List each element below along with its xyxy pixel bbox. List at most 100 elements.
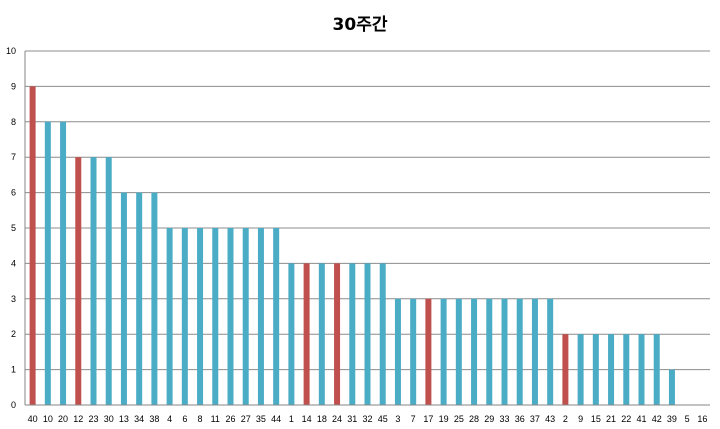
x-tick-label: 4 [167,414,172,424]
x-tick-label: 43 [545,414,555,424]
x-tick-label: 31 [347,414,357,424]
x-tick-label: 34 [134,414,144,424]
x-tick-label: 16 [697,414,707,424]
axes [24,51,710,406]
bar-14 [303,263,310,405]
x-tick-label: 15 [591,414,601,424]
x-tick-label: 12 [73,414,83,424]
x-tick-label: 17 [423,414,433,424]
x-tick-label: 19 [439,414,449,424]
bar-8 [197,228,204,405]
bar-24 [334,263,341,405]
bar-7 [410,298,417,405]
bar-23 [90,157,97,405]
bar-13 [120,192,127,405]
x-tick-label: 30 [104,414,114,424]
bar-40 [29,86,36,406]
chart-title: 30주간 [332,15,388,35]
x-tick-label: 44 [271,414,281,424]
x-tick-label: 38 [149,414,159,424]
bar-38 [151,192,158,405]
x-tick-label: 2 [563,414,568,424]
y-tick-label: 4 [11,258,16,268]
y-tick-label: 3 [11,294,16,304]
x-tick-label: 41 [636,414,646,424]
bar-11 [212,228,219,405]
bar-34 [136,192,143,405]
bar-37 [531,298,538,405]
y-tick-label: 10 [6,46,16,56]
bar-41 [638,334,645,405]
x-tick-label: 18 [317,414,327,424]
bar-30 [105,157,112,405]
y-tick-label: 5 [11,223,16,233]
x-tick-label: 5 [685,414,690,424]
x-tick-label: 33 [499,414,509,424]
bar-26 [227,228,234,405]
x-tick-label: 14 [302,414,312,424]
x-tick-label: 45 [378,414,388,424]
bar-31 [349,263,356,405]
bar-4 [166,228,173,405]
bar-17 [425,298,432,405]
bar-42 [653,334,660,405]
bars [29,86,675,406]
bar-22 [623,334,630,405]
x-tick-label: 10 [43,414,53,424]
bar-21 [608,334,615,405]
x-tick-label: 3 [395,414,400,424]
x-tick-label: 11 [211,414,220,424]
x-tick-label: 25 [454,414,464,424]
bar-18 [318,263,325,405]
x-tick-label: 27 [241,414,251,424]
bar-12 [75,157,82,405]
x-tick-label: 21 [606,414,616,424]
x-tick-label: 26 [225,414,235,424]
x-tick-label: 6 [182,414,187,424]
bar-20 [60,121,67,406]
x-tick-label: 40 [28,414,38,424]
x-tick-label: 7 [411,414,416,424]
bar-10 [44,121,51,406]
y-tick-label: 2 [11,329,16,339]
bar-43 [547,298,554,405]
bar-15 [592,334,599,405]
x-tick-label: 35 [256,414,266,424]
bar-35 [257,228,264,405]
x-tick-label: 8 [198,414,203,424]
y-tick-label: 0 [11,400,16,410]
y-tick-label: 1 [11,365,16,375]
x-tick-label: 22 [621,414,631,424]
bar-25 [455,298,462,405]
bar-45 [379,263,386,405]
bar-3 [394,298,401,405]
bar-44 [273,228,280,405]
bar-33 [501,298,508,405]
y-tick-label: 8 [11,117,16,127]
x-tick-label: 24 [332,414,342,424]
x-tick-label: 32 [362,414,372,424]
bar-29 [486,298,493,405]
x-tick-label: 23 [88,414,98,424]
bar-6 [181,228,188,405]
x-tick-label: 29 [484,414,494,424]
x-tick-label: 37 [530,414,540,424]
bar-1 [288,263,295,405]
x-tick-label: 42 [652,414,662,424]
bar-39 [668,369,675,405]
bar-28 [471,298,478,405]
bar-9 [577,334,584,405]
x-tick-label: 39 [667,414,677,424]
x-tick-label: 1 [289,414,294,424]
bar-27 [242,228,249,405]
bar-36 [516,298,523,405]
x-tick-label: 9 [578,414,583,424]
y-tick-label: 9 [11,81,16,91]
bar-19 [440,298,447,405]
bar-2 [562,334,569,405]
x-tick-label: 20 [58,414,68,424]
x-tick-label: 28 [469,414,479,424]
x-tick-label: 13 [119,414,129,424]
